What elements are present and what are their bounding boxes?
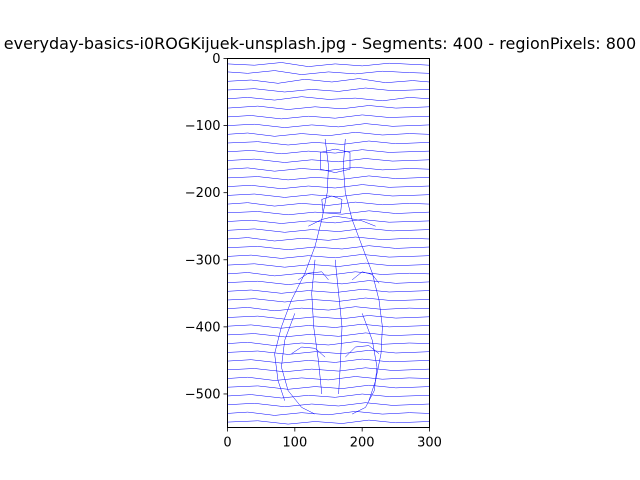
segment-boundary	[227, 384, 430, 390]
segment-boundary	[227, 87, 430, 93]
segment-boundary	[227, 280, 430, 285]
segment-boundary	[227, 62, 430, 67]
segment-boundary	[291, 346, 326, 358]
segment-boundary	[227, 96, 430, 102]
segment-boundary	[227, 350, 430, 355]
segment-boundary	[227, 254, 430, 259]
chart-title: everyday-basics-i0ROGKijuek-unsplash.jpg…	[4, 34, 636, 53]
segment-boundary	[227, 358, 430, 364]
segment-boundary	[227, 78, 430, 84]
x-tick-label: 200	[350, 436, 375, 451]
segment-boundary	[227, 367, 430, 373]
segment-boundary	[227, 306, 430, 312]
segment-boundary	[227, 402, 430, 407]
segment-boundary	[227, 419, 430, 425]
x-tick-label: 0	[223, 436, 231, 451]
segment-boundary	[227, 105, 430, 110]
segment-boundary	[227, 376, 430, 381]
segment-boundary	[227, 70, 430, 75]
segment-boundary	[227, 393, 430, 399]
segment-boundary	[227, 227, 430, 233]
segment-boundary	[308, 215, 376, 227]
segment-boundary	[227, 315, 430, 320]
segment-boundary	[227, 184, 430, 189]
y-axis: 0 −100 −200 −300 −400 −500	[185, 52, 228, 402]
segment-boundary	[227, 140, 430, 146]
segment-boundary	[227, 114, 430, 120]
y-tick-label: −400	[185, 320, 221, 335]
segment-boundary	[227, 158, 430, 163]
segment-boundary	[351, 271, 380, 284]
segment-boundary	[227, 332, 430, 338]
segment-boundary	[227, 210, 430, 216]
segment-boundary	[227, 132, 430, 137]
y-tick-label: −300	[185, 253, 221, 268]
plot-area	[227, 62, 430, 425]
segment-boundary	[343, 138, 383, 401]
x-tick-label: 100	[282, 436, 307, 451]
segment-boundary	[298, 271, 329, 281]
segment-boundary	[227, 175, 430, 181]
segment-boundary	[227, 201, 430, 207]
y-tick-label: −500	[185, 387, 221, 402]
segment-boundary	[321, 195, 343, 214]
segment-boundary	[227, 411, 430, 416]
segment-boundary	[227, 341, 430, 346]
segment-boundary	[227, 193, 430, 198]
x-tick-label: 300	[417, 436, 442, 451]
segment-boundary	[227, 262, 430, 268]
segment-boundary	[311, 259, 323, 395]
segment-boundary	[227, 271, 430, 277]
segment-boundary	[281, 313, 316, 415]
segment-boundary	[227, 297, 430, 303]
y-tick-label: −200	[185, 186, 221, 201]
segment-boundary	[227, 245, 430, 250]
segment-boundary	[320, 148, 351, 173]
segment-boundary	[274, 138, 329, 401]
y-tick-label: 0	[212, 52, 220, 67]
x-axis: 0 100 200 300	[223, 427, 442, 451]
segment-boundary	[227, 289, 430, 294]
segment-boundary	[351, 313, 378, 415]
segment-boundary	[227, 323, 430, 329]
segment-boundary	[227, 236, 430, 242]
segment-boundary	[334, 259, 343, 395]
axes-frame	[227, 58, 430, 428]
segment-boundary	[227, 219, 430, 224]
segment-boundary	[345, 345, 380, 358]
y-tick-label: −100	[185, 119, 221, 134]
segment-boundary	[227, 149, 430, 155]
segment-boundary	[227, 123, 430, 128]
